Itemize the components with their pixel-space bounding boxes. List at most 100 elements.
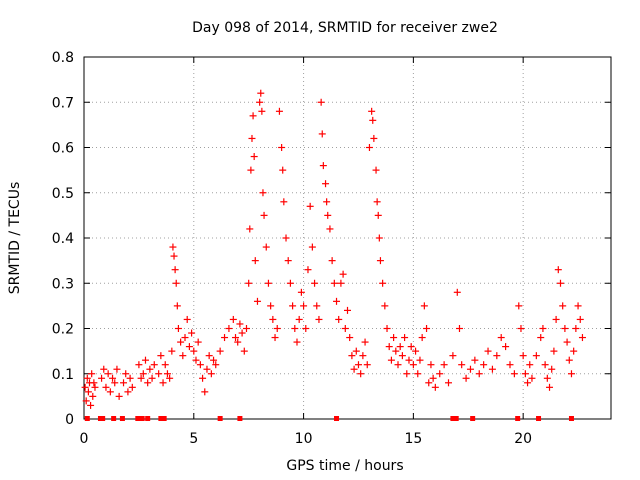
data-point <box>210 356 218 364</box>
data-point <box>453 288 461 296</box>
data-point <box>368 107 376 115</box>
data-point <box>561 325 569 332</box>
y-tick-label: 0.4 <box>52 231 74 247</box>
data-point <box>436 370 444 378</box>
data-point <box>194 338 202 346</box>
data-point <box>128 383 136 391</box>
x-tick-label: 5 <box>189 431 198 447</box>
data-point <box>82 397 90 405</box>
data-point <box>304 266 312 274</box>
data-point <box>322 180 330 188</box>
data-point <box>212 361 220 369</box>
zero-marker <box>568 416 574 421</box>
data-point <box>372 166 380 174</box>
data-point <box>554 266 562 274</box>
zero-marker <box>111 416 117 421</box>
data-point <box>190 347 198 355</box>
data-point <box>216 347 224 355</box>
data-point <box>376 257 384 265</box>
data-point <box>556 279 564 287</box>
data-point <box>150 361 158 369</box>
data-point <box>480 361 488 369</box>
data-point <box>295 315 303 323</box>
data-point <box>258 107 266 115</box>
data-point <box>398 352 406 360</box>
data-point <box>563 338 571 346</box>
data-point <box>90 379 98 387</box>
zero-marker <box>453 416 459 421</box>
data-point <box>379 279 387 287</box>
data-point <box>84 388 92 396</box>
data-point <box>188 329 196 337</box>
data-point <box>279 166 287 174</box>
data-point <box>532 352 540 360</box>
data-point <box>493 352 501 360</box>
data-point <box>155 370 163 378</box>
data-point <box>302 325 310 332</box>
data-point <box>418 334 426 342</box>
data-point <box>168 347 176 355</box>
data-point <box>346 334 354 342</box>
data-point <box>113 365 121 373</box>
data-point <box>311 279 319 287</box>
data-point <box>240 347 248 355</box>
x-tick-label: 20 <box>514 431 532 447</box>
data-point <box>196 361 204 369</box>
data-point <box>289 302 297 310</box>
data-point <box>328 257 336 265</box>
zero-marker <box>119 416 125 421</box>
data-point <box>550 347 558 355</box>
x-tick-label: 15 <box>404 431 422 447</box>
data-point <box>271 334 279 342</box>
data-point <box>539 325 547 332</box>
data-point <box>462 374 470 382</box>
data-point <box>300 302 308 310</box>
data-point <box>247 166 255 174</box>
data-point <box>313 302 321 310</box>
data-point <box>250 153 258 161</box>
data-point <box>543 374 551 382</box>
data-point <box>273 325 281 332</box>
zero-marker <box>237 416 243 421</box>
data-point <box>354 361 362 369</box>
y-tick-label: 0.1 <box>52 367 74 383</box>
data-point <box>120 379 128 387</box>
data-point <box>170 252 178 260</box>
data-point <box>365 144 373 151</box>
chart-title: Day 098 of 2014, SRMTID for receiver zwe… <box>192 20 498 36</box>
data-point <box>199 374 207 382</box>
data-point <box>484 347 492 355</box>
zero-marker <box>100 416 106 421</box>
data-point <box>308 243 316 251</box>
data-point <box>381 302 389 310</box>
data-point <box>102 383 110 391</box>
data-point <box>524 379 532 387</box>
data-point <box>205 352 213 360</box>
y-tick-label: 0 <box>65 412 74 428</box>
y-axis-label: SRMTID / TECUs <box>7 182 23 295</box>
zero-marker <box>135 416 141 421</box>
data-point <box>401 334 409 342</box>
data-point <box>373 198 381 206</box>
data-point <box>394 361 402 369</box>
data-point <box>269 315 277 323</box>
data-point <box>455 325 463 332</box>
data-point <box>98 374 106 382</box>
zero-marker <box>139 416 145 421</box>
data-point <box>280 198 288 206</box>
data-point <box>169 243 177 251</box>
data-point <box>541 361 549 369</box>
data-point <box>488 365 496 373</box>
data-point <box>412 347 420 355</box>
data-point <box>319 162 327 170</box>
data-point <box>146 365 154 373</box>
y-tick-label: 0.5 <box>52 186 74 202</box>
y-tick-label: 0.6 <box>52 141 74 157</box>
data-point <box>144 379 152 387</box>
y-tick-label: 0.7 <box>52 95 74 111</box>
data-point <box>578 334 586 342</box>
data-point <box>148 374 156 382</box>
data-point <box>385 343 393 351</box>
data-point <box>405 356 413 364</box>
